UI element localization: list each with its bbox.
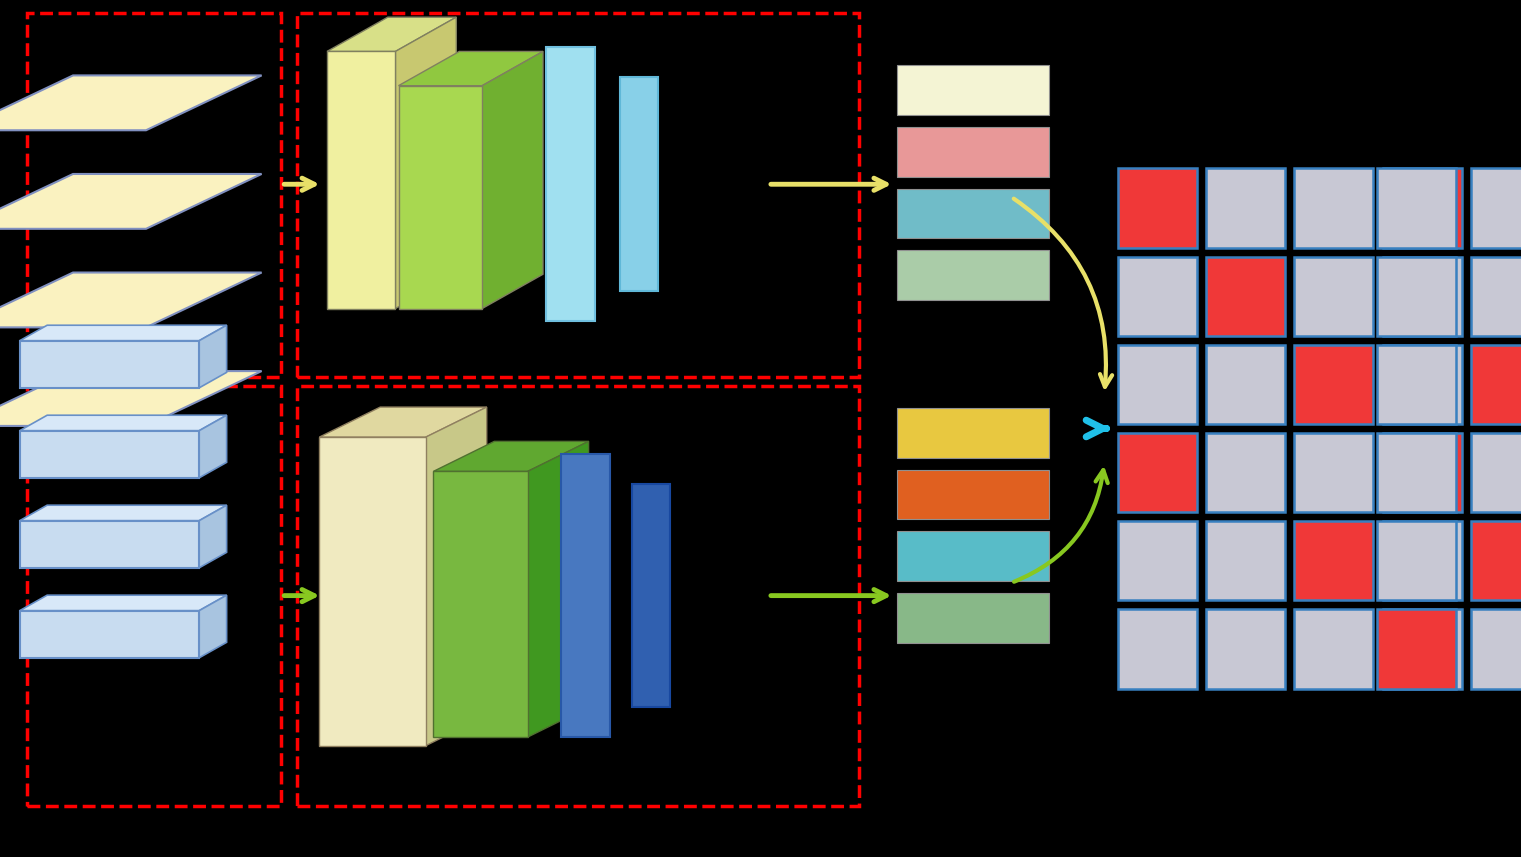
Polygon shape: [199, 596, 227, 658]
Polygon shape: [20, 326, 227, 341]
Bar: [1377, 169, 1456, 248]
Bar: [297, 386, 859, 806]
Bar: [1383, 256, 1462, 336]
Bar: [1206, 169, 1285, 248]
Bar: [1377, 609, 1456, 688]
Bar: [1471, 345, 1521, 424]
Bar: [1118, 609, 1197, 688]
Bar: [1206, 345, 1285, 424]
Bar: [1294, 345, 1373, 424]
Polygon shape: [319, 437, 426, 746]
Polygon shape: [0, 273, 262, 327]
Bar: [897, 470, 1049, 519]
Bar: [897, 408, 1049, 458]
Bar: [1383, 521, 1462, 601]
Polygon shape: [20, 596, 227, 610]
Bar: [1471, 521, 1521, 601]
Bar: [1383, 345, 1462, 424]
Bar: [1118, 433, 1197, 512]
Polygon shape: [395, 17, 456, 309]
Polygon shape: [327, 17, 456, 51]
Bar: [897, 189, 1049, 238]
Bar: [621, 77, 657, 291]
Bar: [27, 386, 281, 806]
Bar: [20, 431, 199, 478]
Polygon shape: [199, 326, 227, 387]
Bar: [1118, 345, 1197, 424]
Bar: [897, 250, 1049, 300]
Bar: [1377, 256, 1456, 336]
Bar: [561, 454, 610, 737]
Bar: [633, 484, 669, 707]
Polygon shape: [199, 506, 227, 568]
Bar: [897, 127, 1049, 177]
Bar: [1294, 609, 1373, 688]
Polygon shape: [528, 441, 589, 737]
Bar: [1294, 169, 1373, 248]
Polygon shape: [199, 416, 227, 478]
Polygon shape: [0, 371, 262, 426]
Bar: [20, 610, 199, 658]
Bar: [1294, 433, 1373, 512]
Bar: [1471, 433, 1521, 512]
Bar: [1383, 609, 1462, 688]
Bar: [1377, 521, 1456, 601]
Polygon shape: [319, 407, 487, 437]
Bar: [297, 13, 859, 377]
Polygon shape: [327, 51, 395, 309]
Bar: [1118, 169, 1197, 248]
Polygon shape: [20, 506, 227, 521]
Polygon shape: [426, 407, 487, 746]
Polygon shape: [20, 416, 227, 431]
Bar: [1294, 256, 1373, 336]
Polygon shape: [399, 86, 482, 309]
Bar: [1471, 256, 1521, 336]
Polygon shape: [0, 174, 262, 229]
Bar: [1383, 169, 1462, 248]
Bar: [897, 593, 1049, 643]
Bar: [1383, 433, 1462, 512]
Polygon shape: [482, 51, 543, 309]
Bar: [1471, 609, 1521, 688]
Bar: [1471, 169, 1521, 248]
Polygon shape: [0, 75, 262, 130]
Bar: [1118, 521, 1197, 601]
Bar: [897, 531, 1049, 581]
Bar: [1118, 256, 1197, 336]
Bar: [1206, 433, 1285, 512]
Polygon shape: [433, 441, 589, 471]
Bar: [27, 13, 281, 377]
Polygon shape: [399, 51, 543, 86]
Bar: [1377, 345, 1456, 424]
Bar: [1206, 256, 1285, 336]
Bar: [1206, 609, 1285, 688]
Bar: [546, 47, 595, 321]
Bar: [1294, 521, 1373, 601]
Bar: [1377, 433, 1456, 512]
Bar: [1206, 521, 1285, 601]
Polygon shape: [433, 471, 528, 737]
Bar: [20, 520, 199, 568]
Bar: [20, 341, 199, 387]
Bar: [897, 65, 1049, 115]
